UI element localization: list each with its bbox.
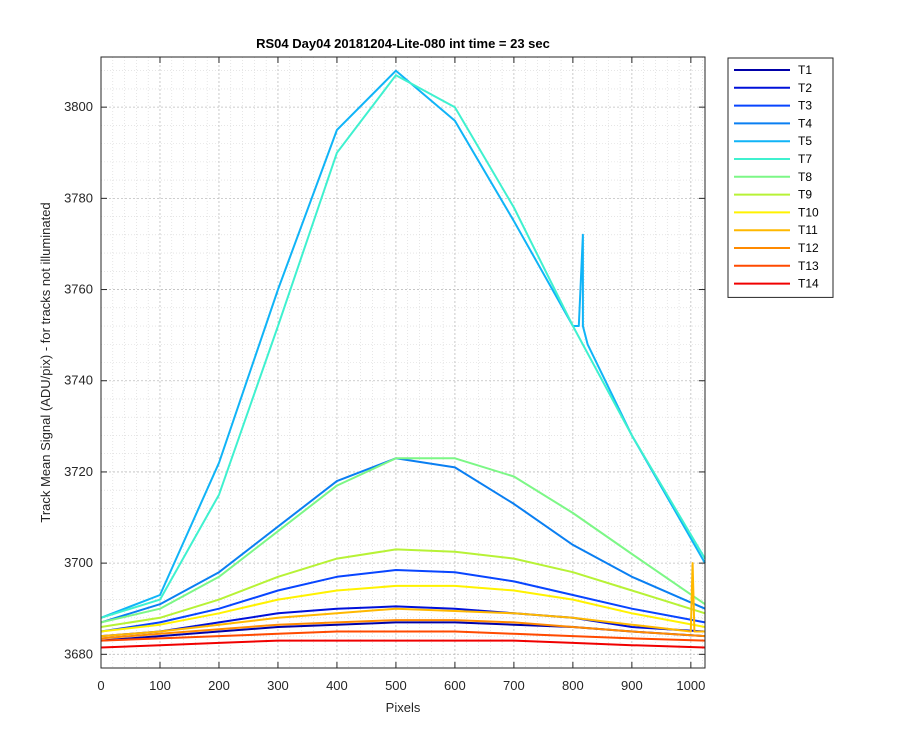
series-line-t12 xyxy=(100,619,706,640)
legend-label: T12 xyxy=(798,241,819,255)
x-tick-label: 400 xyxy=(326,678,348,693)
series-line-t9 xyxy=(100,548,706,628)
y-tick-label: 3720 xyxy=(64,464,93,479)
y-tick-label: 3760 xyxy=(64,282,93,297)
y-tick-label: 3680 xyxy=(64,646,93,661)
major-grid xyxy=(100,57,705,668)
x-tick-label: 200 xyxy=(208,678,230,693)
axes-background xyxy=(101,57,705,668)
x-tick-label: 800 xyxy=(562,678,584,693)
legend-label: T14 xyxy=(798,277,819,291)
x-axis-ticks: 0 100 200 300 400 500 600 700 800 900 1000 xyxy=(97,57,705,693)
y-tick-label: 3740 xyxy=(64,373,93,388)
series-line-t10 xyxy=(100,584,706,633)
series-line-t14 xyxy=(100,639,706,649)
legend-label: T7 xyxy=(798,152,812,166)
x-tick-label: 600 xyxy=(444,678,466,693)
legend-label: T5 xyxy=(798,134,812,148)
x-tick-label: 300 xyxy=(267,678,289,693)
legend-label: T10 xyxy=(798,205,819,219)
legend: T1 T2 T3 T4 T5 T7 T8 T9 T10 T11 T12 T13 T14 xyxy=(727,57,834,298)
legend-label: T13 xyxy=(798,259,819,273)
legend-label: T3 xyxy=(798,99,812,113)
legend-label: T2 xyxy=(798,81,812,95)
legend-label: T8 xyxy=(798,170,812,184)
y-tick-label: 3700 xyxy=(64,555,93,570)
legend-label: T9 xyxy=(798,188,812,202)
series-line-t8 xyxy=(100,457,706,624)
y-axis-label: Track Mean Signal (ADU/pix) - for tracks… xyxy=(38,202,53,522)
axes-box xyxy=(100,56,706,669)
legend-label: T1 xyxy=(798,63,812,77)
x-axis-label: Pixels xyxy=(386,700,421,715)
x-tick-label: 1000 xyxy=(676,678,705,693)
series-line-t3 xyxy=(100,569,706,633)
series-line-t7 xyxy=(100,74,706,619)
y-axis-ticks: 3680 3700 3720 3740 3760 3780 3800 xyxy=(64,99,705,661)
y-tick-label: 3800 xyxy=(64,99,93,114)
y-tick-label: 3780 xyxy=(64,190,93,205)
series-line-t11 xyxy=(100,562,705,638)
series-lines xyxy=(100,69,706,649)
legend-label: T11 xyxy=(798,223,818,237)
chart-title: RS04 Day04 20181204-Lite-080 int time = … xyxy=(256,36,550,51)
legend-label: T4 xyxy=(798,116,812,130)
x-tick-label: 900 xyxy=(621,678,643,693)
series-line-t5 xyxy=(100,69,706,619)
x-tick-label: 500 xyxy=(385,678,407,693)
x-tick-label: 700 xyxy=(503,678,525,693)
x-tick-label: 100 xyxy=(149,678,171,693)
series-line-t13 xyxy=(100,630,706,642)
x-tick-label: 0 xyxy=(97,678,104,693)
plot-area: 0 100 200 300 400 500 600 700 800 900 1000 3680 370… xyxy=(64,56,706,693)
